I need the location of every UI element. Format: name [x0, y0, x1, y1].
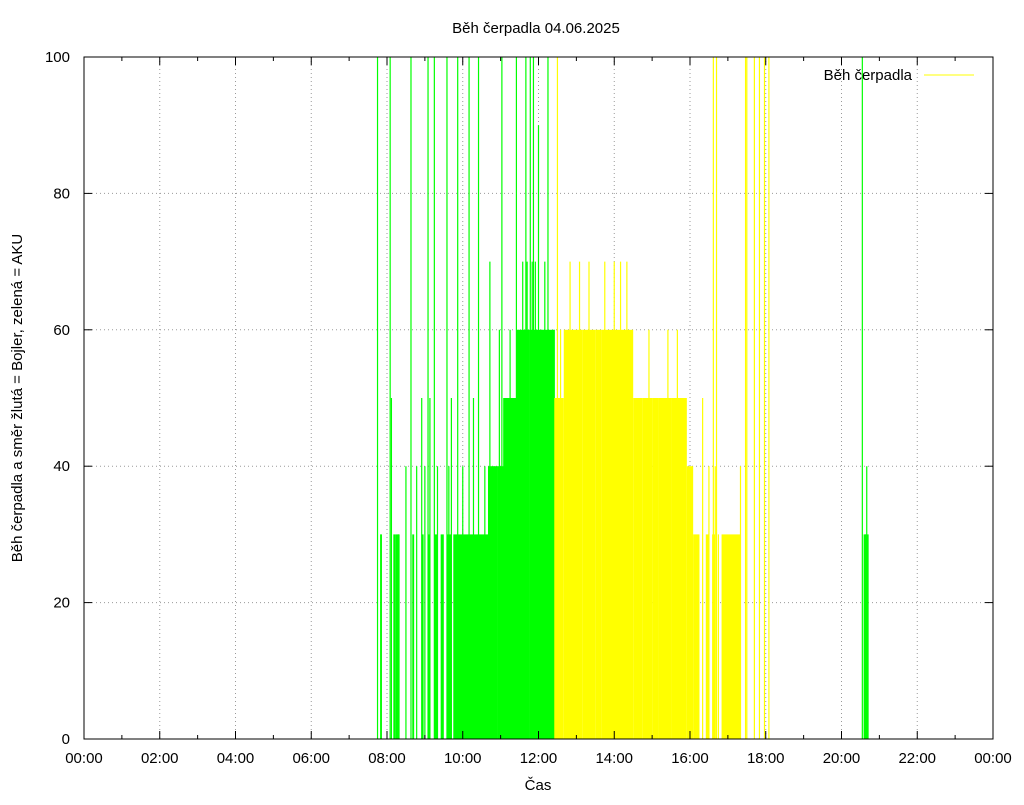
- bar-segment: [393, 534, 396, 739]
- bar-segment: [421, 534, 424, 739]
- bar-segment: [642, 398, 653, 739]
- bar-segment: [693, 534, 700, 739]
- y-tick-label: 0: [62, 731, 70, 748]
- bar-segment: [595, 329, 602, 739]
- bar-segment: [395, 534, 400, 739]
- bar-segment: [721, 534, 741, 739]
- x-tick-label: 18:00: [747, 750, 785, 767]
- y-tick-label: 80: [53, 185, 70, 202]
- x-tick-label: 22:00: [898, 750, 936, 767]
- bar-segment: [601, 329, 615, 739]
- bar-segment: [503, 398, 511, 739]
- y-tick-label: 100: [45, 49, 70, 66]
- legend: Běh čerpadla: [824, 67, 974, 84]
- y-tick-label: 40: [53, 458, 70, 475]
- legend-label: Běh čerpadla: [824, 67, 913, 84]
- bar-segment: [380, 534, 382, 739]
- x-tick-label: 20:00: [823, 750, 861, 767]
- bar-segment: [652, 398, 659, 739]
- bar-segment: [538, 329, 555, 739]
- chart-title: Běh čerpadla 04.06.2025: [452, 20, 620, 37]
- bar-segment: [529, 329, 534, 739]
- bar-segment: [614, 329, 634, 739]
- bar-segment: [633, 398, 643, 739]
- bar-segment: [434, 534, 438, 739]
- bar-segment: [497, 466, 504, 739]
- x-tick-label: 10:00: [444, 750, 482, 767]
- x-tick-label: 04:00: [217, 750, 255, 767]
- bar-segment: [658, 398, 672, 739]
- x-tick-label: 16:00: [671, 750, 709, 767]
- bar-segment: [428, 534, 430, 739]
- bar-segment: [516, 329, 523, 739]
- x-tick-label: 06:00: [292, 750, 330, 767]
- bar-segment: [863, 534, 866, 739]
- y-tick-label: 60: [53, 322, 70, 339]
- x-tick-label: 12:00: [520, 750, 558, 767]
- bar-segment: [671, 398, 687, 739]
- bar-segment: [462, 534, 479, 739]
- ticks-layer: [83, 56, 994, 740]
- y-tick-label: 20: [53, 595, 70, 612]
- x-tick-label: 14:00: [595, 750, 633, 767]
- bar-segment: [563, 329, 583, 739]
- labels-layer: 00:00 02:00 04:00 06:00 08:00 10:00 12:00 14:00…: [45, 49, 1012, 767]
- bar-segment: [440, 534, 444, 739]
- bar-segment: [686, 466, 694, 739]
- x-tick-label: 08:00: [368, 750, 406, 767]
- bar-segment: [533, 329, 539, 739]
- bars-layer: [376, 57, 869, 739]
- bar-segment: [705, 534, 709, 739]
- x-axis-title: Čas: [525, 777, 552, 794]
- bar-segment: [478, 534, 488, 739]
- y-axis-title: Běh čerpadla a směr žlutá = Bojler, zele…: [9, 234, 26, 563]
- x-tick-label: 02:00: [141, 750, 179, 767]
- bar-segment: [554, 398, 564, 739]
- bar-segment: [412, 534, 415, 739]
- bar-segment: [488, 466, 498, 739]
- x-tick-label: 00:00: [65, 750, 103, 767]
- x-tick-label: 00:00: [974, 750, 1012, 767]
